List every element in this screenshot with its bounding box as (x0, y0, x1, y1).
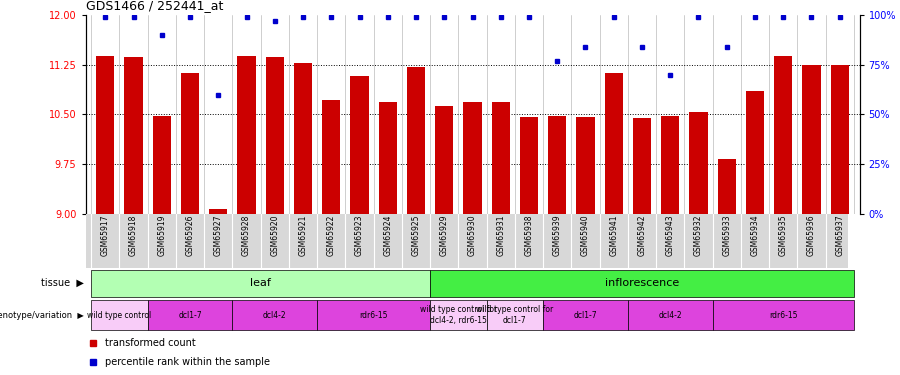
Text: GSM65930: GSM65930 (468, 215, 477, 256)
Text: GSM65931: GSM65931 (496, 215, 505, 256)
Text: GSM65936: GSM65936 (807, 215, 816, 256)
Bar (293, 63, 312, 214)
Text: GSM65941: GSM65941 (609, 215, 618, 256)
Text: dcl1-7: dcl1-7 (178, 310, 202, 320)
Text: GSM65937: GSM65937 (835, 215, 844, 256)
Text: GSM65940: GSM65940 (581, 215, 590, 256)
Bar (662, 116, 680, 214)
Text: GSM65925: GSM65925 (411, 215, 420, 256)
Text: transformed count: transformed count (104, 338, 195, 348)
Text: rdr6-15: rdr6-15 (769, 310, 797, 320)
Text: wild type control for
dcl1-7: wild type control for dcl1-7 (476, 305, 554, 325)
Text: GSM65933: GSM65933 (722, 215, 731, 256)
Bar (350, 76, 369, 214)
Bar (91, 300, 148, 330)
Bar (774, 56, 792, 214)
Bar (831, 64, 849, 214)
Bar (181, 73, 199, 214)
Bar (713, 300, 854, 330)
Text: dcl4-2: dcl4-2 (263, 310, 286, 320)
Text: GSM65917: GSM65917 (101, 215, 110, 256)
Text: leaf: leaf (250, 278, 271, 288)
Bar (487, 300, 543, 330)
Bar (153, 116, 171, 214)
Text: GSM65938: GSM65938 (525, 215, 534, 256)
Text: GSM65934: GSM65934 (751, 215, 760, 256)
Bar (322, 100, 340, 214)
Text: GSM65928: GSM65928 (242, 215, 251, 256)
Bar (605, 73, 623, 214)
Bar (746, 91, 764, 214)
Bar (148, 300, 232, 330)
Bar (209, 209, 228, 214)
Text: GSM65935: GSM65935 (778, 215, 788, 256)
Text: GSM65923: GSM65923 (355, 215, 364, 256)
Text: GDS1466 / 252441_at: GDS1466 / 252441_at (86, 0, 223, 12)
Text: wild type control for
dcl4-2, rdr6-15: wild type control for dcl4-2, rdr6-15 (419, 305, 497, 325)
Bar (317, 300, 430, 330)
Bar (430, 270, 854, 297)
Bar (633, 118, 652, 214)
Text: GSM65918: GSM65918 (129, 215, 138, 256)
Text: GSM65943: GSM65943 (666, 215, 675, 256)
Bar (802, 64, 821, 214)
Text: GSM65924: GSM65924 (383, 215, 392, 256)
Bar (491, 102, 510, 214)
Bar (124, 57, 143, 214)
Text: GSM65929: GSM65929 (440, 215, 449, 256)
Bar (379, 102, 397, 214)
Text: GSM65942: GSM65942 (637, 215, 646, 256)
Text: GSM65922: GSM65922 (327, 215, 336, 256)
Text: dcl4-2: dcl4-2 (659, 310, 682, 320)
Bar (548, 116, 566, 214)
Bar (543, 300, 628, 330)
Text: genotype/variation  ▶: genotype/variation ▶ (0, 310, 84, 320)
Bar (407, 67, 425, 214)
Text: GSM65926: GSM65926 (185, 215, 194, 256)
Bar (96, 56, 114, 214)
Bar (717, 159, 736, 214)
Bar (520, 117, 538, 214)
Bar (435, 106, 454, 214)
Bar (628, 300, 713, 330)
Text: tissue  ▶: tissue ▶ (40, 278, 84, 288)
Text: inflorescence: inflorescence (605, 278, 680, 288)
Text: rdr6-15: rdr6-15 (359, 310, 388, 320)
Text: wild type control: wild type control (87, 310, 151, 320)
Bar (232, 300, 317, 330)
Text: dcl1-7: dcl1-7 (573, 310, 598, 320)
Bar (266, 57, 284, 214)
Bar (464, 102, 482, 214)
Text: GSM65920: GSM65920 (270, 215, 279, 256)
Text: GSM65939: GSM65939 (553, 215, 562, 256)
Text: GSM65932: GSM65932 (694, 215, 703, 256)
Text: GSM65921: GSM65921 (299, 215, 308, 256)
Bar (430, 300, 487, 330)
Text: GSM65919: GSM65919 (158, 215, 166, 256)
Bar (238, 56, 256, 214)
Text: percentile rank within the sample: percentile rank within the sample (104, 357, 270, 367)
Bar (576, 117, 595, 214)
Bar (91, 270, 430, 297)
Bar (689, 112, 707, 214)
Text: GSM65927: GSM65927 (214, 215, 223, 256)
